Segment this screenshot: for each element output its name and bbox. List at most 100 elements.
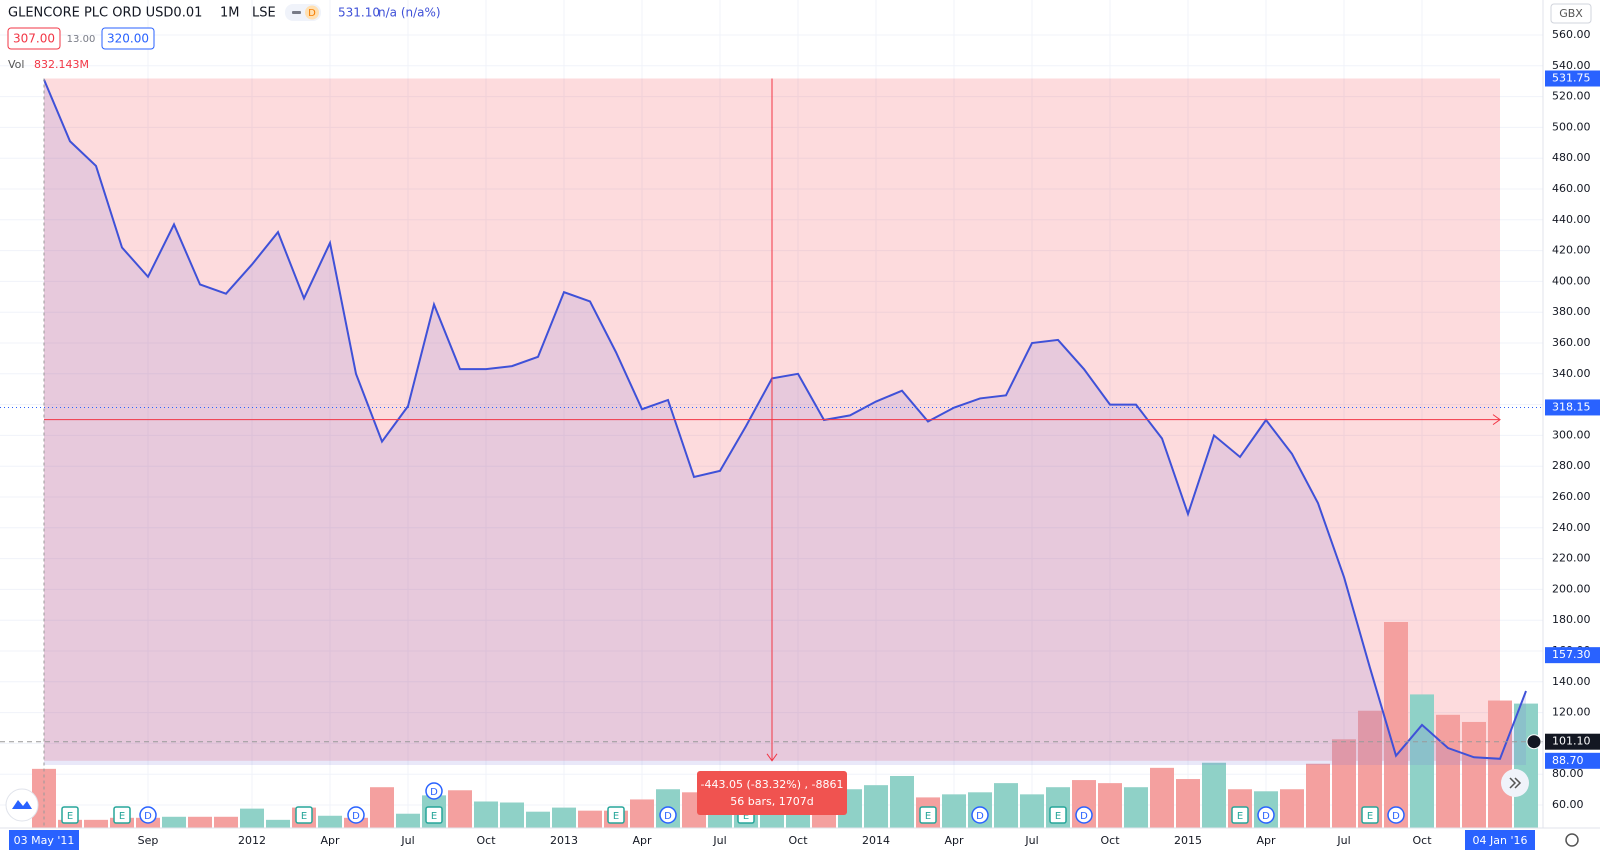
event-label: D (1080, 811, 1088, 822)
y-tick-label: 280.00 (1552, 459, 1591, 472)
y-tick-label: 560.00 (1552, 28, 1591, 41)
ask: 320.00 (107, 32, 149, 46)
x-tick-label: Apr (944, 834, 964, 847)
volume-bar (864, 785, 888, 828)
y-tick-label: 480.00 (1552, 151, 1591, 164)
x-tick-label: Oct (1100, 834, 1120, 847)
time-highlight (9, 830, 79, 850)
y-tick-label: 500.00 (1552, 120, 1591, 133)
earnings-marker (425, 806, 443, 824)
badge-dot (305, 5, 319, 20)
event-label: D (664, 811, 672, 822)
y-tick-label: 440.00 (1552, 213, 1591, 226)
y-tick-label: 400.00 (1552, 274, 1591, 287)
event-label: E (613, 811, 619, 822)
price-tag-label: 88.70 (1552, 754, 1584, 767)
event-label: D (1392, 811, 1400, 822)
price-tag (1545, 752, 1600, 769)
x-tick-label: Apr (632, 834, 652, 847)
settings-icon[interactable] (1565, 833, 1579, 847)
last-price: 531.10 (338, 6, 380, 20)
price-tag (1545, 733, 1600, 750)
volume-bar (318, 815, 342, 828)
x-tick-label: Apr (320, 834, 340, 847)
y-tick-label: 420.00 (1552, 244, 1591, 257)
y-tick-label: 200.00 (1552, 582, 1591, 595)
x-tick-label: 04 Jan '16 (1473, 834, 1528, 847)
vol-value: 832.143M (34, 58, 89, 71)
y-tick-label: 460.00 (1552, 182, 1591, 195)
volume-bar (1098, 783, 1122, 828)
event-label: E (1055, 811, 1061, 822)
volume-bar (500, 802, 524, 828)
event-label: E (119, 811, 125, 822)
spread: 13.00 (67, 34, 96, 45)
badge: D (308, 8, 316, 19)
volume-bar (474, 801, 498, 828)
volume-bar (1462, 721, 1486, 828)
earnings-marker (61, 806, 79, 824)
currency-box[interactable] (1550, 3, 1592, 24)
volume-bar (552, 807, 576, 828)
volume-bar (162, 816, 186, 828)
x-tick-label: 2015 (1174, 834, 1202, 847)
measure-line1: -443.05 (-83.32%) , -8861 (701, 778, 844, 791)
logo-icon (12, 800, 32, 809)
volume-bar (526, 811, 550, 828)
volume-bar (240, 808, 264, 828)
x-tick-label: 2014 (862, 834, 890, 847)
event-label: D (1262, 811, 1270, 822)
volume-bar (1384, 622, 1408, 828)
price-tag-label: 157.30 (1552, 648, 1591, 661)
dividend-marker (347, 806, 365, 824)
volume-bar (266, 819, 290, 828)
event-label: E (925, 811, 931, 822)
volume-bar (1020, 794, 1044, 828)
dividend-marker (1257, 806, 1275, 824)
volume-bar (1202, 762, 1226, 828)
y-tick-label: 360.00 (1552, 336, 1591, 349)
event-label: E (1237, 811, 1243, 822)
x-tick-label: Jul (1336, 834, 1350, 847)
volume-bar (188, 816, 212, 828)
dividend-marker (1075, 806, 1093, 824)
x-tick-label: Oct (788, 834, 808, 847)
bid: 307.00 (13, 32, 55, 46)
dividend-marker (971, 806, 989, 824)
add-alert (1526, 734, 1542, 750)
y-tick-label: 520.00 (1552, 90, 1591, 103)
volume-bar (370, 787, 394, 828)
volume-bar (214, 816, 238, 828)
badge-dash (292, 11, 301, 14)
earnings-marker (113, 806, 131, 824)
earnings-marker (1049, 806, 1067, 824)
bid-box[interactable] (7, 27, 61, 50)
volume-bar (1150, 767, 1174, 828)
event-label: E (67, 811, 73, 822)
volume-bar (1280, 789, 1304, 828)
ask-box[interactable] (101, 27, 155, 50)
event-label: E (1367, 811, 1373, 822)
event-label: E (743, 811, 749, 822)
volume-bar (1436, 714, 1460, 828)
event-label: D (430, 787, 438, 798)
volume-bar (1488, 700, 1512, 828)
y-tick-label: 140.00 (1552, 675, 1591, 688)
volume-bar (994, 783, 1018, 828)
y-tick-label: 340.00 (1552, 367, 1591, 380)
plot: E E D E D E D E D E E D E D E D E D (0, 78, 1543, 828)
change: n/a (n/a%) (378, 6, 441, 20)
event-label: D (144, 811, 152, 822)
volume-bar (1514, 703, 1538, 828)
dividend-marker (1387, 806, 1405, 824)
measure-tooltip (697, 771, 847, 815)
volume-bar (578, 810, 602, 828)
earnings-marker (1231, 806, 1249, 824)
earnings-marker (607, 806, 625, 824)
x-tick-label: 2013 (550, 834, 578, 847)
x-tick-label: Apr (1256, 834, 1276, 847)
dividend-marker (659, 806, 677, 824)
volume-bar (396, 813, 420, 828)
